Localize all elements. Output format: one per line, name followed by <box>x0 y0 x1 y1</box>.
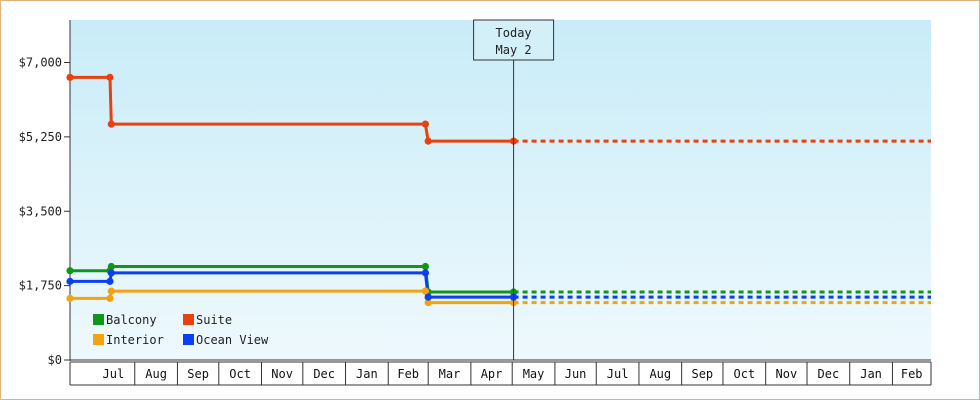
data-point-suite <box>424 137 432 145</box>
month-label: Jan <box>356 367 378 381</box>
month-label: Dec <box>818 367 840 381</box>
data-point-suite <box>106 73 114 81</box>
y-tick-label: $1,750 <box>19 279 62 293</box>
series-line-interior <box>70 289 514 305</box>
data-point-suite <box>107 120 115 128</box>
month-label: Oct <box>229 367 251 381</box>
data-point-balcony <box>421 262 430 271</box>
data-point-ocean-view <box>66 277 74 285</box>
data-point-suite <box>66 73 74 81</box>
y-tick-label: $0 <box>48 353 62 367</box>
legend-label-interior: Interior <box>106 333 164 347</box>
month-label: Jun <box>565 367 587 381</box>
month-label: Jul <box>607 367 629 381</box>
series-line-suite <box>70 75 514 143</box>
plot-background <box>70 20 931 360</box>
data-point-interior <box>106 294 114 302</box>
month-label: Dec <box>313 367 335 381</box>
data-point-suite <box>421 120 430 128</box>
month-label: Feb <box>397 367 419 381</box>
legend-label-suite: Suite <box>196 313 232 327</box>
month-label: Mar <box>439 367 461 381</box>
data-point-ocean-view <box>106 277 114 285</box>
data-point-interior <box>66 294 74 302</box>
data-point-ocean-view <box>107 269 115 277</box>
data-point-interior <box>107 287 115 295</box>
today-label: Today <box>496 26 532 40</box>
month-label: Aug <box>649 367 671 381</box>
data-point-balcony <box>107 262 115 271</box>
data-point-interior <box>424 299 432 307</box>
month-label: Oct <box>733 367 755 381</box>
month-label: Aug <box>145 367 167 381</box>
month-label: May <box>523 367 545 381</box>
today-date-label: May 2 <box>496 43 532 57</box>
data-point-interior <box>421 287 430 295</box>
legend-swatch-balcony <box>93 314 104 325</box>
month-label: Sep <box>691 367 713 381</box>
month-label: Jul <box>103 367 125 381</box>
legend-swatch-suite <box>183 314 194 325</box>
today-label-box <box>473 19 555 61</box>
data-point-balcony <box>66 267 74 275</box>
month-label: Nov <box>271 367 293 381</box>
legend-swatch-interior <box>93 334 104 345</box>
y-tick-label: $5,250 <box>19 130 62 144</box>
month-label: Apr <box>481 367 503 381</box>
month-label: Jan <box>860 367 882 381</box>
legend-swatch-ocean-view <box>183 334 194 345</box>
month-label: Feb <box>901 367 923 381</box>
legend-label-balcony: Balcony <box>106 313 157 327</box>
series-line-balcony <box>70 265 514 294</box>
data-point-ocean-view <box>424 293 432 301</box>
series-line-ocean-view <box>70 271 514 299</box>
y-tick-label: $7,000 <box>19 56 62 70</box>
month-label: Nov <box>776 367 798 381</box>
month-label: Sep <box>187 367 209 381</box>
data-point-ocean-view <box>421 269 430 277</box>
legend-label-ocean-view: Ocean View <box>196 333 269 347</box>
y-tick-label: $3,500 <box>19 204 62 218</box>
